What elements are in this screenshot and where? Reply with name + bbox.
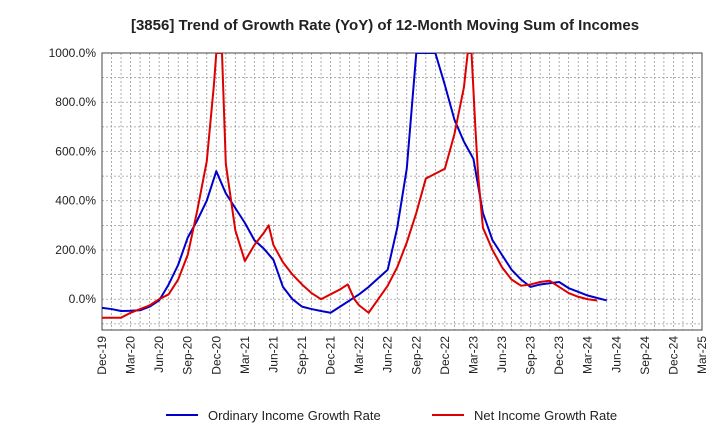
- series-lines: [102, 53, 608, 319]
- x-tick-label: Dec-22: [438, 336, 452, 375]
- x-tick-label: Dec-20: [209, 336, 223, 375]
- grid-lines: [102, 53, 702, 330]
- x-tick-label: Sep-21: [295, 336, 309, 375]
- x-tick-label: Sep-22: [409, 336, 423, 375]
- legend-label-net-income: Net Income Growth Rate: [474, 408, 617, 423]
- x-tick-label: Jun-22: [381, 336, 395, 373]
- y-tick-label: 600.0%: [55, 144, 96, 158]
- x-tick-label: Dec-24: [666, 336, 680, 375]
- x-tick-label: Mar-25: [695, 336, 709, 374]
- y-tick-label: 200.0%: [55, 243, 96, 257]
- x-tick-label: Jun-24: [609, 336, 623, 373]
- x-tick-label: Sep-23: [524, 336, 538, 375]
- x-tick-label: Mar-21: [238, 336, 252, 374]
- x-tick-label: Sep-24: [638, 336, 652, 375]
- legend-item-ordinary-income: Ordinary Income Growth Rate: [166, 408, 381, 423]
- legend: Ordinary Income Growth Rate Net Income Gr…: [166, 408, 617, 423]
- x-tick-label: Jun-21: [266, 336, 280, 373]
- x-tick-label: Mar-20: [124, 336, 138, 374]
- x-tick-label: Sep-20: [181, 336, 195, 375]
- x-tick-label: Dec-21: [324, 336, 338, 375]
- x-tick-label: Dec-23: [552, 336, 566, 375]
- y-tick-label: 400.0%: [55, 194, 96, 208]
- ordinary-income-line: [102, 53, 608, 314]
- x-tick-label: Mar-22: [352, 336, 366, 374]
- y-tick-label: 0.0%: [69, 292, 97, 306]
- plot-area: 0.0% 200.0% 400.0% 600.0% 800.0% 1000.0% Dec-1…: [49, 46, 709, 375]
- legend-label-ordinary-income: Ordinary Income Growth Rate: [208, 408, 381, 423]
- legend-item-net-income: Net Income Growth Rate: [432, 408, 617, 423]
- x-tick-label: Mar-23: [466, 336, 480, 374]
- y-tick-label: 800.0%: [55, 95, 96, 109]
- plot-frame: [101, 52, 703, 331]
- x-tick-label: Dec-19: [95, 336, 109, 375]
- net-income-line: [102, 53, 598, 319]
- x-tick-label: Jun-23: [495, 336, 509, 373]
- chart-title: [3856] Trend of Growth Rate (YoY) of 12-…: [131, 17, 639, 34]
- x-tick-label: Mar-24: [581, 336, 595, 374]
- y-tick-label: 1000.0%: [49, 46, 97, 60]
- x-tick-label: Jun-20: [152, 336, 166, 373]
